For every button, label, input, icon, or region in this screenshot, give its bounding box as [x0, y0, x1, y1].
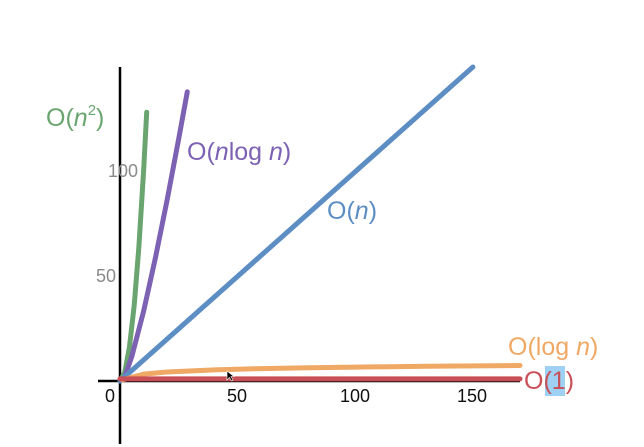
y-tick-100: 100	[108, 161, 138, 181]
line-o-n	[117, 64, 476, 384]
line-o-log-n	[119, 363, 523, 383]
text-selection-highlight	[545, 366, 565, 396]
label-o-n-squared: O(n2)	[46, 102, 104, 132]
series-lines	[117, 64, 523, 384]
x-tick-150: 150	[457, 386, 487, 406]
mouse-cursor-icon	[226, 370, 235, 382]
tick-labels: 0 50 100 150 50 100	[96, 161, 487, 406]
label-o-n: O(n)	[327, 197, 377, 225]
label-o-1: O(1)	[524, 367, 574, 395]
x-tick-0: 0	[105, 386, 115, 406]
x-tick-50: 50	[227, 386, 247, 406]
line-o-n-squared	[117, 109, 150, 384]
x-tick-100: 100	[340, 386, 370, 406]
label-o-log-n: O(log n)	[508, 333, 598, 361]
y-tick-50: 50	[96, 266, 116, 286]
series-labels: O(n2) O(nlog n) O(n) O(log n) O(1)	[46, 102, 598, 396]
label-o-n-log-n: O(nlog n)	[187, 138, 291, 166]
